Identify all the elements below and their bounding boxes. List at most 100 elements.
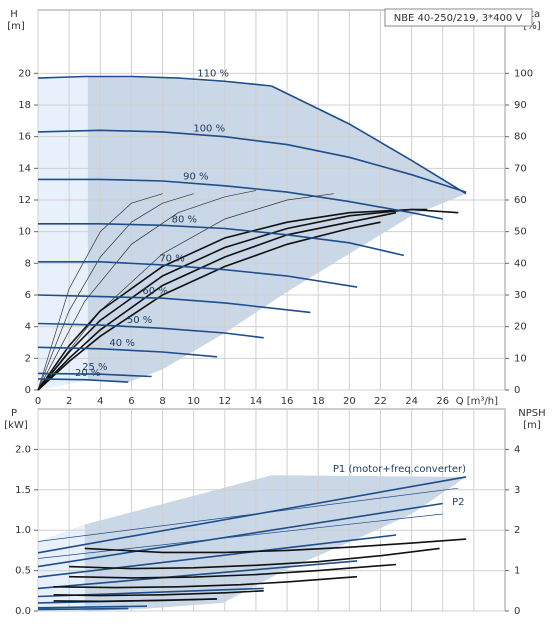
y2-tick-label: 80 — [514, 132, 527, 143]
y-tick-label: 4 — [25, 322, 31, 333]
curve — [271, 85, 467, 195]
curve — [37, 211, 397, 391]
curve — [37, 294, 311, 314]
y2-tick-label: 1 — [514, 566, 520, 577]
curve — [37, 208, 459, 391]
y2-axis-label: NPSH — [518, 408, 545, 419]
curve — [37, 607, 129, 611]
curve — [37, 513, 443, 559]
curve-label: 40 % — [109, 338, 134, 349]
operating-region — [38, 524, 85, 611]
curve-label: P1 (motor+freq.converter) — [333, 464, 466, 475]
x-tick-label: 26 — [436, 396, 449, 407]
y2-tick-label: 40 — [514, 258, 527, 269]
curve — [37, 605, 148, 609]
curve-label: 20 % — [75, 368, 100, 379]
curve — [37, 502, 443, 568]
y2-axis-unit: [m] — [523, 420, 541, 431]
curve — [37, 378, 129, 383]
operating-region — [87, 76, 467, 383]
y-tick-label: 2 — [25, 353, 31, 364]
y2-tick-label: 3 — [514, 485, 520, 496]
x-tick-label: 22 — [374, 396, 387, 407]
y-tick-label: 20 — [18, 68, 31, 79]
curve — [37, 560, 358, 590]
y-tick-label: 16 — [18, 132, 31, 143]
curve-label: P2 — [452, 497, 464, 508]
curve — [53, 598, 218, 603]
x-tick-label: 20 — [343, 396, 356, 407]
curve — [37, 476, 467, 554]
curve-label: 110 % — [197, 68, 229, 79]
x-tick-label: 10 — [187, 396, 200, 407]
y2-tick-label: 60 — [514, 195, 527, 206]
curve — [37, 75, 272, 87]
x-tick-label: 24 — [405, 396, 418, 407]
curve — [37, 193, 163, 391]
curve — [69, 563, 397, 579]
x-tick-label: 18 — [312, 396, 325, 407]
y-tick-label: 18 — [18, 100, 31, 111]
curve — [37, 129, 467, 193]
curve-label: 90 % — [183, 172, 208, 183]
curve — [37, 372, 152, 378]
x-tick-label: 12 — [218, 396, 231, 407]
curve — [84, 538, 467, 554]
curve-label: 80 % — [172, 214, 197, 225]
curve — [37, 534, 397, 578]
y-tick-label: 14 — [18, 163, 31, 174]
title-box — [384, 8, 533, 27]
y2-tick-label: 0 — [514, 606, 520, 617]
y2-tick-label: 100 — [514, 68, 533, 79]
y-tick-label: 0 — [25, 385, 31, 396]
y-axis-label: H — [10, 9, 18, 20]
curve — [37, 193, 334, 391]
x-tick-label: 6 — [128, 396, 134, 407]
curve-label: 60 % — [142, 286, 167, 297]
y2-tick-label: 70 — [514, 163, 527, 174]
y2-tick-label: 90 — [514, 100, 527, 111]
x-tick-label: Q [m³/h] — [456, 396, 498, 407]
x-tick-label: 16 — [281, 396, 294, 407]
curve — [38, 261, 358, 288]
y2-tick-label: 10 — [514, 353, 527, 364]
y-tick-label: 1.0 — [15, 525, 31, 536]
curve-label: 100 % — [193, 123, 225, 134]
y-axis-label: P — [11, 408, 17, 419]
y2-tick-label: 0 — [514, 385, 520, 396]
y-tick-label: 0.5 — [15, 566, 31, 577]
y-tick-label: 6 — [25, 290, 31, 301]
x-tick-label: 4 — [97, 396, 103, 407]
x-tick-label: 14 — [250, 396, 263, 407]
curve — [38, 178, 443, 220]
y-tick-label: 0.0 — [15, 606, 31, 617]
chart-title: NBE 40-250/219, 3*400 V — [394, 13, 523, 24]
y-tick-label: 10 — [18, 227, 31, 238]
y-axis-unit: [m] — [7, 21, 25, 32]
curve — [37, 190, 256, 391]
curve — [53, 590, 264, 597]
curve — [37, 208, 428, 391]
curve — [37, 221, 381, 391]
y2-tick-label: 50 — [514, 227, 527, 238]
curve — [37, 322, 264, 339]
y-axis-unit: [kW] — [4, 420, 28, 431]
curve — [38, 223, 404, 257]
y-tick-label: 8 — [25, 258, 31, 269]
x-tick-label: 0 — [35, 396, 41, 407]
y2-tick-label: 30 — [514, 290, 527, 301]
x-tick-label: 2 — [66, 396, 72, 407]
curve-label: 25 % — [82, 362, 107, 373]
y-tick-label: 2.0 — [15, 444, 31, 455]
y-tick-label: 12 — [18, 195, 31, 206]
operating-region — [38, 76, 88, 390]
curve — [69, 547, 440, 570]
curve-label: 50 % — [127, 315, 152, 326]
curve — [37, 346, 218, 358]
x-tick-label: 8 — [159, 396, 165, 407]
curve-label: 70 % — [159, 254, 184, 265]
y-tick-label: 1.5 — [15, 485, 31, 496]
y2-tick-label: 4 — [514, 444, 520, 455]
y2-tick-label: 2 — [514, 525, 520, 536]
